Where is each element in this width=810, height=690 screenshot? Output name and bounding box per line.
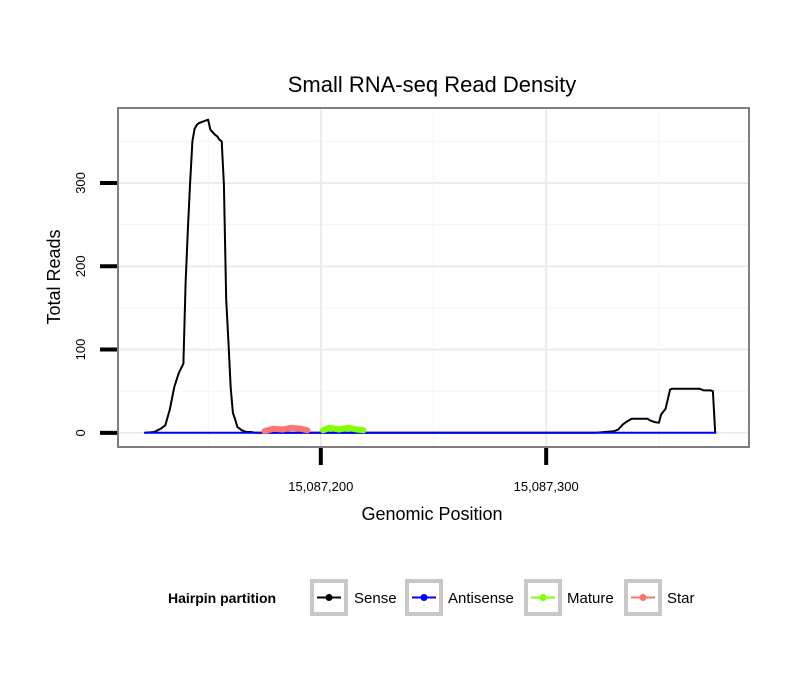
legend-key-point [539, 594, 547, 601]
tick-layer: 0 100 200 300 15,087,200 15,087,300 [73, 172, 579, 494]
legend-title: Hairpin partition [168, 590, 276, 606]
legend-item-star: Star [624, 579, 695, 616]
legend-item-mature: Mature [524, 579, 614, 616]
y-axis-title: Total Reads [44, 229, 64, 324]
legend-item-sense: Sense [310, 579, 397, 616]
series-layer [144, 118, 717, 435]
legend-key-point [639, 594, 647, 601]
chart-title: Small RNA-seq Read Density [288, 72, 577, 97]
series-star-line [261, 424, 311, 435]
y-tick-label: 300 [73, 172, 88, 194]
legend: Hairpin partition Sense Antisense Mature St… [168, 579, 695, 616]
grid-layer [118, 108, 749, 447]
x-tick-label: 15,087,300 [514, 479, 579, 494]
plot-border [117, 107, 750, 448]
y-tick-label: 200 [73, 255, 88, 277]
legend-label: Mature [567, 590, 614, 607]
y-tick-label: 100 [73, 339, 88, 361]
legend-label: Star [667, 590, 695, 607]
series-sense-line [144, 118, 717, 434]
legend-key-point [420, 594, 428, 601]
legend-label: Antisense [448, 590, 514, 607]
legend-label: Sense [354, 590, 397, 607]
series-mature-line [320, 424, 367, 434]
legend-item-antisense: Antisense [405, 579, 514, 616]
legend-key-point [325, 594, 333, 601]
x-axis-title: Genomic Position [361, 504, 502, 524]
y-tick-label: 0 [73, 429, 88, 436]
x-tick-label: 15,087,200 [288, 479, 353, 494]
